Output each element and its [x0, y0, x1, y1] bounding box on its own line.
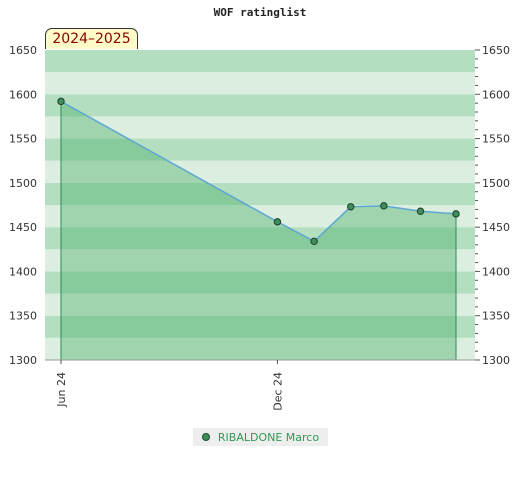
- background-band: [45, 293, 475, 316]
- background-band: [45, 138, 475, 161]
- ticks-layer: 1300 1300 1350 1350 1400 1400 1450 1450 1500 1500…: [9, 44, 510, 411]
- x-tick-label: Jun 24: [55, 372, 68, 408]
- background-band: [45, 50, 475, 73]
- y-tick-label-left: 1650: [9, 44, 37, 57]
- data-point: [273, 218, 282, 226]
- data-point: [416, 207, 425, 215]
- y-tick-label-right: 1300: [482, 354, 510, 367]
- x-tick-label: Dec 24: [271, 372, 284, 411]
- legend[interactable]: RIBALDONE Marco: [193, 428, 328, 446]
- y-tick-label-left: 1550: [9, 133, 37, 146]
- background-band: [45, 337, 475, 360]
- y-tick-label-right: 1400: [482, 265, 510, 278]
- y-tick-label-left: 1500: [9, 177, 37, 190]
- season-badge: 2024–2025: [45, 28, 138, 49]
- y-tick-label-left: 1450: [9, 221, 37, 234]
- y-tick-label-right: 1550: [482, 133, 510, 146]
- y-tick-label-right: 1500: [482, 177, 510, 190]
- legend-label: RIBALDONE Marco: [217, 430, 320, 444]
- y-tick-label-left: 1350: [9, 310, 37, 323]
- y-tick-label-left: 1600: [9, 88, 37, 101]
- y-tick-label-right: 1450: [482, 221, 510, 234]
- y-tick-label-right: 1350: [482, 310, 510, 323]
- background-band: [45, 94, 475, 117]
- background-band: [45, 160, 475, 183]
- background-bands: [45, 50, 475, 360]
- y-tick-label-right: 1650: [482, 44, 510, 57]
- data-point: [380, 202, 388, 210]
- background-band: [45, 116, 475, 139]
- y-tick-label-right: 1600: [482, 88, 510, 101]
- legend-marker: [201, 433, 210, 441]
- chart-title: WOF ratinglist: [213, 6, 307, 19]
- points-layer: [57, 97, 460, 246]
- data-point: [347, 203, 355, 211]
- y-tick-label-left: 1300: [9, 354, 37, 367]
- background-band: [45, 72, 475, 95]
- background-band: [45, 205, 475, 228]
- data-point: [310, 237, 318, 246]
- data-point: [57, 97, 65, 106]
- background-band: [45, 227, 475, 250]
- background-band: [45, 182, 475, 205]
- background-band: [45, 271, 475, 294]
- data-point: [452, 210, 460, 218]
- background-band: [45, 315, 475, 338]
- background-band: [45, 249, 475, 272]
- y-tick-label-left: 1400: [9, 265, 37, 278]
